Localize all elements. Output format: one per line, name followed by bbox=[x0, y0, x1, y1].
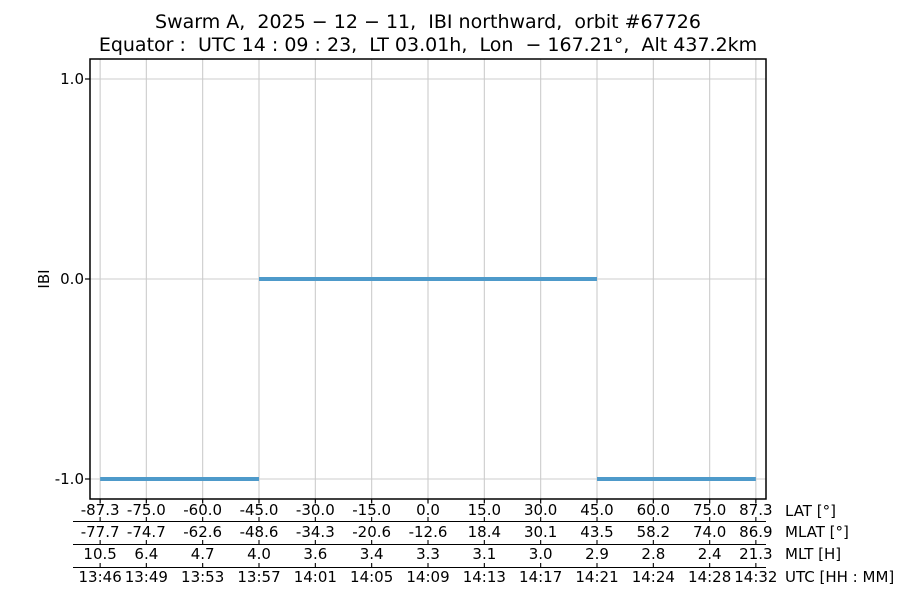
utc-tick-label: 14:28 bbox=[688, 568, 732, 586]
utc-tick-label: 14:01 bbox=[293, 568, 337, 586]
lat-tick-label: 0.0 bbox=[416, 501, 440, 519]
utc-tick-label: 14:24 bbox=[631, 568, 675, 586]
mlat-tick-label: -20.6 bbox=[352, 522, 392, 541]
utc-tick-label: 13:49 bbox=[124, 568, 168, 586]
y-tick-label-1: 1.0 bbox=[60, 70, 84, 88]
utc-tick-label: 14:17 bbox=[519, 568, 563, 586]
lat-tick-label: 75.0 bbox=[692, 501, 727, 519]
mlat-tick-label: -48.6 bbox=[239, 522, 279, 541]
mlat-tick-label: -12.6 bbox=[408, 522, 448, 541]
y-tick-label-0: 0.0 bbox=[60, 270, 84, 288]
mlt-tick-label: 10.5 bbox=[83, 545, 117, 563]
mlat-tick-label: 30.1 bbox=[523, 522, 558, 541]
lat-tick-label: 60.0 bbox=[636, 501, 671, 519]
utc-tick-label: 14:32 bbox=[734, 568, 778, 586]
mlt-tick-label: 3.6 bbox=[303, 545, 328, 563]
mlat-tick-label: 74.0 bbox=[692, 522, 727, 541]
mlat-tick-label: 18.4 bbox=[467, 522, 502, 541]
mlt-tick-label: 21.3 bbox=[739, 545, 773, 563]
lat-tick-label: -30.0 bbox=[295, 501, 335, 519]
lat-tick-label: 87.3 bbox=[739, 501, 773, 519]
mlt-tick-label: 2.9 bbox=[585, 545, 609, 563]
mlat-tick-label: -62.6 bbox=[183, 522, 223, 541]
lat-tick-label: -60.0 bbox=[183, 501, 223, 519]
utc-tick-label: 14:09 bbox=[406, 568, 450, 586]
utc-tick-label: 14:13 bbox=[462, 568, 506, 586]
mlt-tick-label: 3.3 bbox=[416, 545, 440, 563]
mlat-tick-label: -74.7 bbox=[126, 522, 166, 541]
mlat-tick-label: 58.2 bbox=[636, 522, 671, 541]
lat-tick-label: -45.0 bbox=[239, 501, 279, 519]
mlat-tick-label: -34.3 bbox=[295, 522, 335, 541]
utc-tick-label: 14:21 bbox=[575, 568, 619, 586]
utc-tick-label: 13:46 bbox=[78, 568, 122, 586]
lat-tick-label: -15.0 bbox=[352, 501, 392, 519]
utc-tick-label: 13:53 bbox=[181, 568, 225, 586]
mlat-tick-label: 43.5 bbox=[580, 522, 614, 541]
mlat-tick-label: -77.7 bbox=[80, 522, 120, 541]
lat-tick-label: 30.0 bbox=[523, 501, 558, 519]
lat-tick-label: -87.3 bbox=[80, 501, 120, 519]
x-row-label-lat: LAT [°] bbox=[785, 502, 836, 520]
utc-tick-label: 14:05 bbox=[350, 568, 394, 586]
mlt-tick-label: 3.0 bbox=[528, 545, 553, 563]
mlt-tick-label: 3.1 bbox=[472, 545, 497, 563]
x-row-label-mlt: MLT [H] bbox=[785, 545, 842, 563]
y-tick-label-neg1: -1.0 bbox=[54, 470, 84, 488]
mlt-tick-label: 2.4 bbox=[697, 545, 722, 563]
lat-tick-label: -75.0 bbox=[126, 501, 166, 519]
mlt-tick-label: 6.4 bbox=[134, 545, 159, 563]
utc-tick-label: 13:57 bbox=[237, 568, 281, 586]
mlt-tick-label: 4.7 bbox=[190, 545, 215, 563]
chart-subtitle: Equator : UTC 14 : 09 : 23, LT 03.01h, L… bbox=[98, 34, 758, 56]
lat-tick-label: 15.0 bbox=[467, 501, 502, 519]
mlt-tick-label: 3.4 bbox=[359, 545, 384, 563]
mlt-tick-label: 4.0 bbox=[247, 545, 271, 563]
mlt-tick-label: 2.8 bbox=[641, 545, 666, 563]
lat-tick-label: 45.0 bbox=[580, 501, 614, 519]
x-row-label-utc: UTC [HH : MM] bbox=[785, 568, 895, 586]
mlat-tick-label: 86.9 bbox=[739, 522, 773, 541]
x-row-label-mlat: MLAT [°] bbox=[785, 523, 849, 541]
chart-title: Swarm A, 2025 − 12 − 11, IBI northward, … bbox=[155, 11, 701, 33]
